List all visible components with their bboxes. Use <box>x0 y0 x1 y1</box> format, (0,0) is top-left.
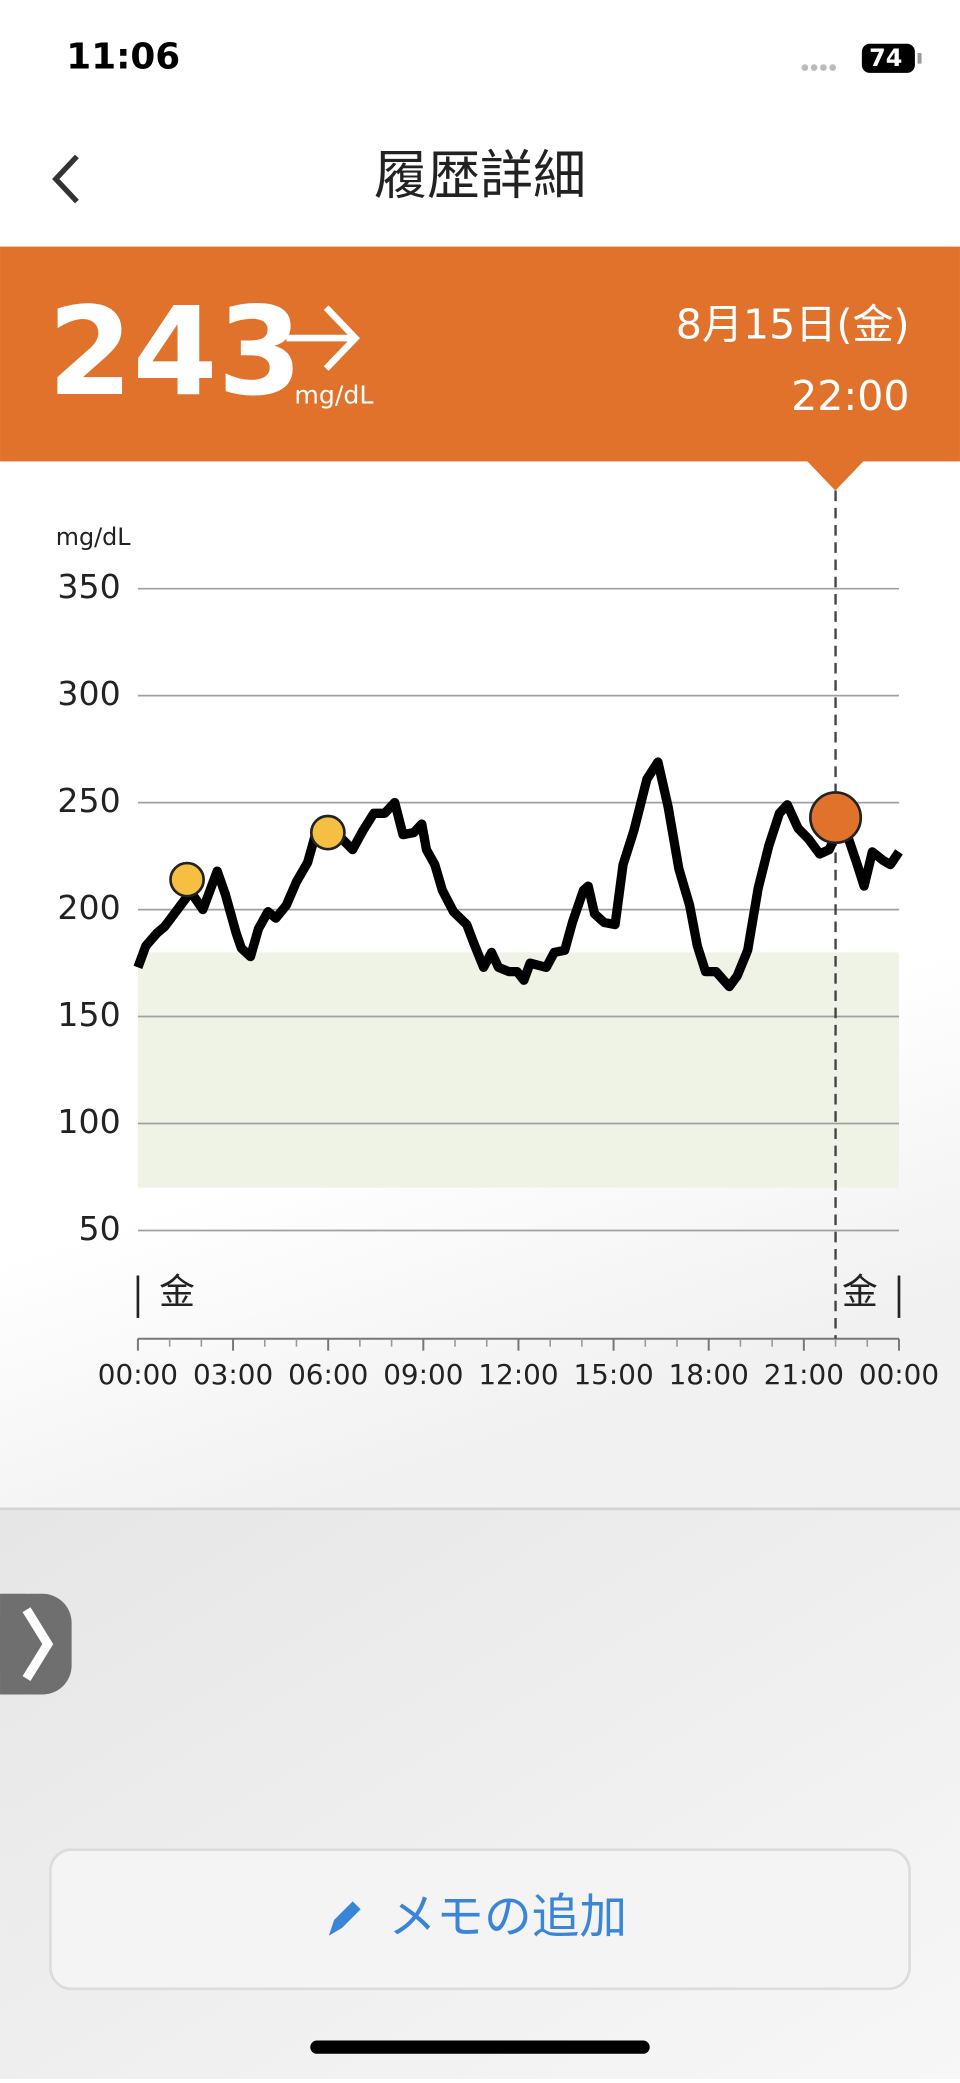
y-axis-unit: mg/dL <box>56 523 132 551</box>
reading-unit: mg/dL <box>294 380 373 409</box>
event-marker <box>169 861 205 898</box>
day-label: 金 <box>159 1272 195 1313</box>
x-tick-label: 03:00 <box>193 1358 273 1391</box>
y-tick-label: 200 <box>57 888 120 927</box>
side-tab-icon <box>22 1607 54 1682</box>
glucose-line <box>133 757 903 992</box>
x-tick-label: 12:00 <box>478 1358 558 1391</box>
y-tick-label: 50 <box>79 1209 121 1248</box>
side-tab-edge <box>0 1593 27 1695</box>
y-tick-label: 100 <box>57 1102 120 1141</box>
pencil-icon <box>328 1901 361 1936</box>
chart: mg/dL 50 100 150 200 250 300 350 00:00 03:00 06:0… <box>56 490 939 1391</box>
x-tick-label: 06:00 <box>288 1358 368 1391</box>
x-tick-label: 00:00 <box>859 1358 939 1391</box>
page-title: 履歴詳細 <box>374 145 586 207</box>
battery: 74 <box>869 44 902 72</box>
back-button[interactable] <box>52 154 79 204</box>
top-bg <box>0 0 960 247</box>
x-tick-label: 18:00 <box>669 1358 749 1391</box>
pointer <box>806 460 865 491</box>
day-label: 金 <box>842 1272 878 1313</box>
status-icons: 74 <box>801 43 922 73</box>
trend-arrow <box>286 305 360 371</box>
reading-banner <box>0 246 960 462</box>
y-tick-label: 150 <box>57 995 120 1034</box>
event-marker <box>309 814 346 851</box>
x-tick-label: 15:00 <box>573 1358 653 1391</box>
memo-button[interactable] <box>49 1848 911 1991</box>
x-tick-label: 09:00 <box>383 1358 463 1391</box>
reading-time: 22:00 <box>791 372 909 420</box>
home-indicator <box>310 2040 650 2054</box>
current-marker <box>809 791 863 845</box>
lower-bg <box>0 1508 960 2079</box>
memo-label: メモの追加 <box>389 1890 628 1945</box>
y-tick-label: 350 <box>57 567 120 606</box>
y-tick-label: 300 <box>57 674 120 713</box>
x-tick-label: 21:00 <box>764 1358 844 1391</box>
y-tick-label: 250 <box>57 781 120 820</box>
reading-date: 8月15日(金) <box>676 300 910 348</box>
status-time: 11:06 <box>66 36 180 77</box>
x-tick-label: 00:00 <box>98 1358 178 1391</box>
target-range <box>137 952 899 1188</box>
reading-value: 243 <box>48 281 303 423</box>
